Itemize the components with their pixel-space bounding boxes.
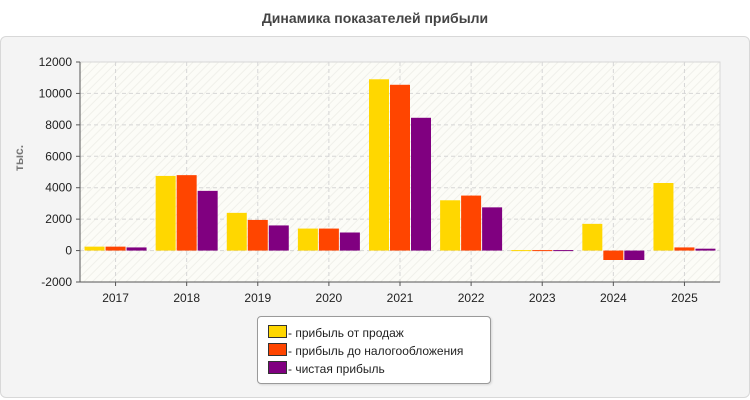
y-tick-label: -2000: [41, 275, 72, 289]
legend-item-pretax-profit: - прибыль до налогообложения: [268, 343, 463, 359]
bar-2021-series-0: [369, 79, 389, 251]
bar-2020-series-0: [297, 228, 318, 251]
bars: [84, 79, 716, 260]
legend-swatch-sales-profit: [268, 325, 287, 338]
bar-2025-series-1: [674, 247, 695, 251]
bar-2021-series-2: [411, 117, 431, 251]
x-tick-label: 2020: [316, 291, 343, 305]
y-tick-label: 12000: [39, 55, 73, 69]
chart-title: Динамика показателей прибыли: [261, 10, 489, 26]
bar-2023-series-0: [511, 250, 532, 252]
y-tick-label: 10000: [39, 86, 73, 100]
x-tick-label: 2018: [173, 291, 200, 305]
legend-label: - прибыль от продаж: [288, 326, 404, 340]
x-tick-label: 2022: [458, 291, 485, 305]
bar-2017-series-0: [84, 246, 105, 251]
legend-label: - прибыль до налогообложения: [288, 344, 464, 358]
legend-item-sales-profit: - прибыль от продаж: [268, 325, 404, 341]
bar-2018-series-2: [197, 190, 218, 251]
legend-item-net-profit: - чистая прибыль: [268, 361, 385, 377]
bar-2024-series-1: [603, 250, 624, 260]
bar-2025-series-0: [653, 183, 674, 251]
bar-2023-series-1: [532, 250, 553, 252]
chart-legend: - прибыль от продаж - прибыль до налогоо…: [257, 316, 491, 384]
x-tick-label: 2024: [600, 291, 627, 305]
y-axis-label: тыс.: [12, 145, 26, 171]
bar-2024-series-2: [624, 250, 645, 260]
bar-2019-series-2: [268, 225, 289, 251]
bar-2022-series-0: [440, 200, 461, 251]
y-tick-label: 6000: [45, 149, 72, 163]
y-tick-label: 0: [65, 244, 72, 258]
bar-2020-series-1: [318, 228, 339, 251]
x-tick-label: 2025: [671, 291, 698, 305]
bar-2017-series-1: [105, 246, 126, 251]
bar-2018-series-0: [155, 175, 176, 251]
bar-2022-series-2: [482, 207, 503, 251]
legend-label: - чистая прибыль: [288, 362, 385, 376]
x-tick-label: 2019: [244, 291, 271, 305]
bar-2018-series-1: [176, 175, 197, 251]
x-tick-label: 2017: [102, 291, 129, 305]
bar-2025-series-2: [695, 248, 716, 251]
bar-2023-series-2: [553, 250, 574, 252]
bar-2017-series-2: [126, 247, 147, 251]
bar-2019-series-0: [226, 212, 247, 251]
bar-2020-series-2: [339, 232, 360, 251]
bar-2019-series-1: [247, 219, 268, 251]
legend-swatch-pretax-profit: [268, 343, 287, 356]
bar-2021-series-1: [390, 84, 410, 251]
legend-swatch-net-profit: [268, 361, 287, 374]
bar-2022-series-1: [461, 195, 482, 251]
x-tick-label: 2021: [387, 291, 414, 305]
bar-2024-series-0: [582, 223, 603, 251]
y-tick-label: 2000: [45, 212, 72, 226]
axes: -2000 0 2000 4000 6000 8000 10000 12000 2017 2018…: [39, 55, 720, 305]
y-tick-label: 8000: [45, 118, 72, 132]
x-tick-label: 2023: [529, 291, 556, 305]
y-tick-label: 4000: [45, 181, 72, 195]
